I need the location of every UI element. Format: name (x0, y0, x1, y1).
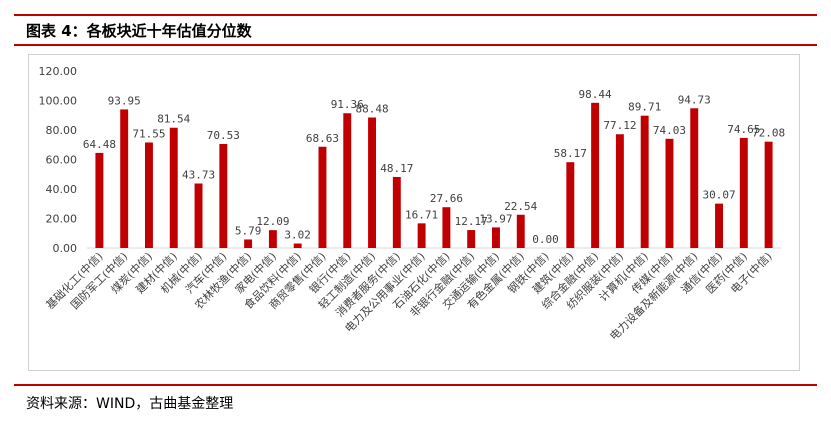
data-label: 81.54 (157, 113, 190, 126)
data-label: 12.09 (256, 215, 289, 228)
data-label: 98.44 (579, 88, 612, 101)
bar (144, 142, 153, 248)
data-label: 77.12 (603, 119, 636, 132)
data-label: 43.73 (182, 168, 215, 181)
bar (442, 207, 451, 248)
bar (715, 203, 724, 248)
bar (417, 223, 426, 248)
figure-title: 图表 4：各板块近十年估值分位数 (26, 22, 252, 40)
bar (268, 230, 277, 248)
bar (690, 108, 699, 248)
data-label: 5.79 (235, 224, 262, 237)
bar (615, 134, 624, 248)
bar (467, 230, 476, 248)
data-label: 68.63 (306, 132, 339, 145)
bar (491, 227, 500, 248)
bar (764, 141, 773, 248)
y-tick-label: 20.00 (46, 213, 78, 226)
source-note: 资料来源：WIND，古曲基金整理 (26, 396, 234, 412)
data-label: 94.73 (678, 93, 711, 106)
data-label: 30.07 (702, 189, 735, 202)
bar (120, 109, 129, 248)
data-label: 27.66 (430, 192, 463, 205)
bar (244, 239, 253, 248)
data-label: 13.97 (479, 212, 512, 225)
bar (318, 146, 327, 248)
data-label: 91.36 (331, 98, 364, 111)
data-label: 74.65 (727, 123, 760, 136)
bar (194, 183, 203, 248)
bar (640, 115, 649, 248)
y-tick-label: 100.00 (39, 95, 78, 108)
top-rule (14, 14, 817, 16)
bar (95, 152, 104, 248)
data-label: 93.95 (108, 94, 141, 107)
data-label: 22.54 (504, 200, 537, 213)
bar (566, 162, 575, 248)
y-tick-label: 120.00 (39, 65, 78, 78)
bottom-rule (14, 384, 817, 386)
data-label: 16.71 (405, 208, 438, 221)
bar-chart: 0.00 20.00 40.00 60.00 80.00 100.00 120.00 64.4… (39, 65, 786, 343)
y-tick-label: 40.00 (46, 183, 78, 196)
y-tick-label: 80.00 (46, 124, 78, 137)
chart-frame: 0.00 20.00 40.00 60.00 80.00 100.00 120.00 64.4… (28, 54, 800, 371)
data-label: 3.02 (284, 229, 311, 242)
bar (219, 143, 228, 248)
data-label: 72.08 (752, 127, 785, 140)
y-tick-label: 60.00 (46, 154, 78, 167)
bar (343, 113, 352, 248)
data-label: 71.55 (132, 127, 165, 140)
bar (591, 102, 600, 248)
bar (169, 127, 178, 248)
data-label: 74.03 (653, 124, 686, 137)
data-label: 88.48 (355, 102, 388, 115)
data-label: 89.71 (628, 101, 661, 114)
data-label: 70.53 (207, 129, 240, 142)
title-rule (14, 44, 817, 46)
bar (739, 137, 748, 248)
bar (665, 138, 674, 248)
data-label: 0.00 (532, 233, 559, 246)
data-label: 12.17 (455, 215, 488, 228)
data-label: 48.17 (380, 162, 413, 175)
data-label: 58.17 (554, 147, 587, 160)
data-label: 64.48 (83, 138, 116, 151)
bar (392, 176, 401, 248)
y-tick-label: 0.00 (53, 242, 78, 255)
bar (516, 214, 525, 248)
bar (368, 117, 377, 248)
bar (293, 243, 302, 248)
